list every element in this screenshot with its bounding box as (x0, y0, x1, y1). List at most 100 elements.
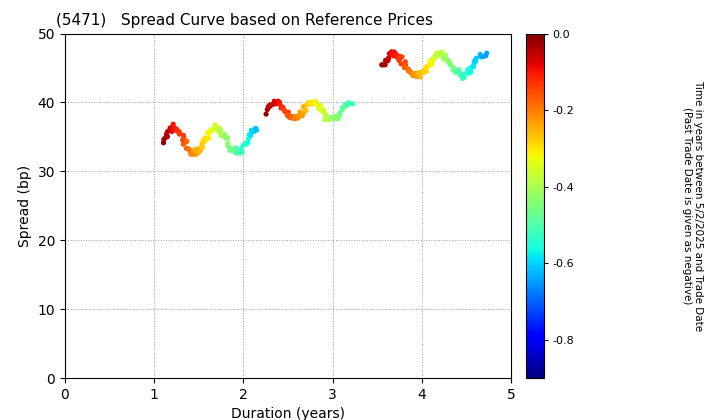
Point (282, 109, 294, 116)
Point (222, 140, 233, 147)
Point (392, 54, 403, 60)
Point (301, 101, 312, 108)
Point (235, 145, 247, 152)
Point (418, 69, 429, 76)
Point (463, 70, 474, 77)
Point (447, 64, 459, 71)
Point (347, 100, 359, 107)
Point (203, 135, 215, 142)
Point (467, 63, 479, 70)
Point (440, 52, 451, 58)
Point (307, 99, 318, 106)
Point (240, 140, 251, 147)
Point (343, 100, 354, 106)
Point (469, 58, 480, 65)
Point (303, 99, 315, 106)
Point (409, 71, 420, 77)
Point (312, 102, 324, 109)
Point (303, 101, 315, 108)
Point (431, 50, 443, 56)
Point (425, 58, 436, 64)
Point (315, 102, 326, 109)
Point (229, 149, 240, 156)
Point (269, 98, 280, 105)
Point (215, 127, 226, 134)
Point (208, 125, 220, 132)
Point (412, 71, 423, 78)
Point (337, 105, 348, 112)
Point (449, 66, 460, 73)
Point (276, 104, 287, 110)
Point (431, 53, 443, 60)
Point (263, 103, 274, 110)
Point (240, 141, 251, 148)
Point (282, 112, 293, 118)
Point (230, 147, 241, 154)
Point (161, 131, 172, 137)
Point (402, 68, 414, 74)
Point (261, 111, 272, 118)
Point (477, 53, 488, 60)
Point (251, 127, 262, 134)
Point (276, 104, 288, 110)
Point (383, 55, 395, 62)
Point (310, 100, 322, 107)
Point (413, 70, 425, 76)
Point (403, 66, 415, 73)
Point (426, 59, 437, 66)
Point (212, 127, 224, 134)
Point (406, 70, 418, 77)
Point (323, 116, 334, 123)
Point (158, 139, 169, 146)
Point (336, 107, 348, 114)
Point (178, 134, 189, 141)
Point (292, 115, 304, 121)
Point (341, 102, 352, 109)
Point (168, 126, 180, 133)
Point (442, 57, 454, 63)
Point (320, 111, 331, 118)
Point (315, 107, 326, 113)
Point (189, 147, 201, 153)
Point (229, 147, 240, 154)
Point (190, 148, 202, 155)
Point (243, 136, 254, 142)
Point (184, 148, 196, 155)
Point (160, 134, 171, 141)
Point (210, 124, 221, 131)
Point (388, 49, 400, 55)
Point (438, 54, 450, 61)
Point (399, 63, 410, 70)
Point (399, 64, 410, 71)
Point (414, 71, 426, 77)
Point (410, 73, 422, 80)
Y-axis label: Time in years between 5/2/2025 and Trade Date
(Past Trade Date is given as negat: Time in years between 5/2/2025 and Trade… (682, 80, 703, 331)
Point (448, 66, 459, 72)
X-axis label: Duration (years): Duration (years) (231, 407, 345, 420)
Point (455, 71, 467, 78)
Point (430, 52, 441, 59)
Point (310, 98, 321, 105)
Point (183, 146, 194, 152)
Point (455, 72, 467, 79)
Point (319, 116, 330, 123)
Point (242, 139, 253, 146)
Point (181, 138, 192, 145)
Point (177, 136, 189, 143)
Point (441, 58, 453, 64)
Point (274, 100, 285, 107)
Point (481, 50, 492, 57)
Point (376, 61, 387, 68)
Point (245, 132, 256, 139)
Point (306, 101, 318, 108)
Point (178, 132, 189, 139)
Point (199, 135, 211, 142)
Point (426, 61, 438, 68)
Point (382, 58, 394, 64)
Point (395, 60, 407, 67)
Point (234, 150, 246, 156)
Point (225, 147, 236, 154)
Point (477, 53, 489, 60)
Point (379, 61, 391, 68)
Point (382, 55, 394, 62)
